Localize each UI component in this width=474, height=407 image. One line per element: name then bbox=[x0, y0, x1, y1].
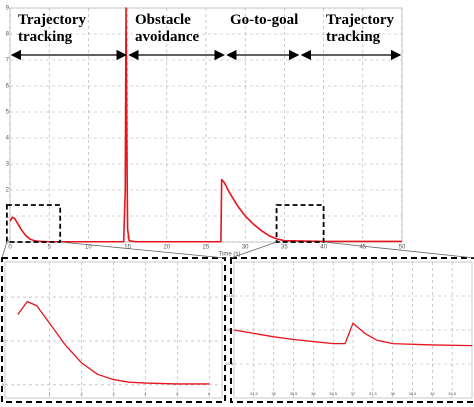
x-tick-label: 6 bbox=[208, 391, 211, 396]
x-tick-label: 5 bbox=[176, 391, 179, 396]
y-tick-label: 0.05 bbox=[225, 361, 234, 366]
y-tick-label: 0 bbox=[6, 240, 10, 246]
x-tick-label: 3 bbox=[112, 391, 115, 396]
x-tick-label: 2 bbox=[80, 391, 83, 396]
x-tick-label: 38 bbox=[390, 391, 395, 396]
x-tick-label: 1 bbox=[49, 391, 52, 396]
x-tick-label: 39.5 bbox=[448, 391, 457, 396]
zoom-box bbox=[5, 204, 62, 243]
x-tick-label: 45 bbox=[359, 245, 366, 251]
x-tick-label: 35 bbox=[271, 391, 276, 396]
zoom-box bbox=[275, 204, 325, 243]
y-tick-label: 7 bbox=[6, 58, 10, 64]
x-tick-label: 39 bbox=[430, 391, 435, 396]
y-tick-label: 0 bbox=[2, 382, 5, 387]
x-tick-label: 5 bbox=[48, 245, 52, 251]
x-tick-label: 0 bbox=[8, 245, 12, 251]
x-tick-label: 20 bbox=[163, 245, 170, 251]
x-tick-label: 4 bbox=[144, 391, 147, 396]
zoom-connector bbox=[60, 241, 226, 259]
y-tick-label: 2 bbox=[6, 188, 10, 194]
zoom-connector bbox=[230, 241, 277, 259]
inset-border bbox=[1, 257, 226, 403]
x-tick-label: 50 bbox=[399, 245, 406, 251]
x-tick-label: 40 bbox=[320, 245, 327, 251]
data-line bbox=[9, 7, 402, 243]
x-tick-label: 36 bbox=[311, 391, 316, 396]
x-axis-label: Time (s) bbox=[219, 252, 241, 258]
x-tick-label: 37.5 bbox=[369, 391, 378, 396]
phase-label: Go-to-goal bbox=[230, 12, 299, 28]
phase-label: Trajectory tracking bbox=[326, 12, 395, 45]
x-tick-label: 36.5 bbox=[329, 391, 338, 396]
x-tick-label: 30 bbox=[242, 245, 249, 251]
y-tick-label: 9 bbox=[6, 6, 10, 12]
x-tick-label: 35.5 bbox=[290, 391, 299, 396]
x-tick-label: 34.5 bbox=[250, 391, 259, 396]
y-tick-label: 5 bbox=[6, 110, 10, 116]
data-line bbox=[17, 300, 210, 385]
x-tick-label: 38.5 bbox=[409, 391, 418, 396]
zoom-connector bbox=[1, 241, 8, 259]
x-tick-label: 37 bbox=[351, 391, 356, 396]
x-tick-label: 25 bbox=[203, 245, 210, 251]
y-tick-label: 1 bbox=[2, 294, 5, 299]
y-tick-label: 6 bbox=[6, 84, 10, 90]
y-tick-label: 3 bbox=[6, 162, 10, 168]
x-tick-label: 15 bbox=[124, 245, 131, 251]
phase-label: Trajectory tracking bbox=[18, 12, 87, 45]
data-line bbox=[233, 322, 473, 347]
y-tick-label: 0.15 bbox=[225, 293, 234, 298]
x-tick-label: 10 bbox=[85, 245, 92, 251]
y-tick-label: 8 bbox=[6, 32, 10, 38]
y-tick-label: 4 bbox=[6, 136, 10, 142]
inset-border bbox=[230, 257, 474, 403]
zoom-connector bbox=[323, 241, 474, 259]
x-tick-label: 35 bbox=[281, 245, 288, 251]
phase-label: Obstacle avoidance bbox=[135, 12, 200, 45]
